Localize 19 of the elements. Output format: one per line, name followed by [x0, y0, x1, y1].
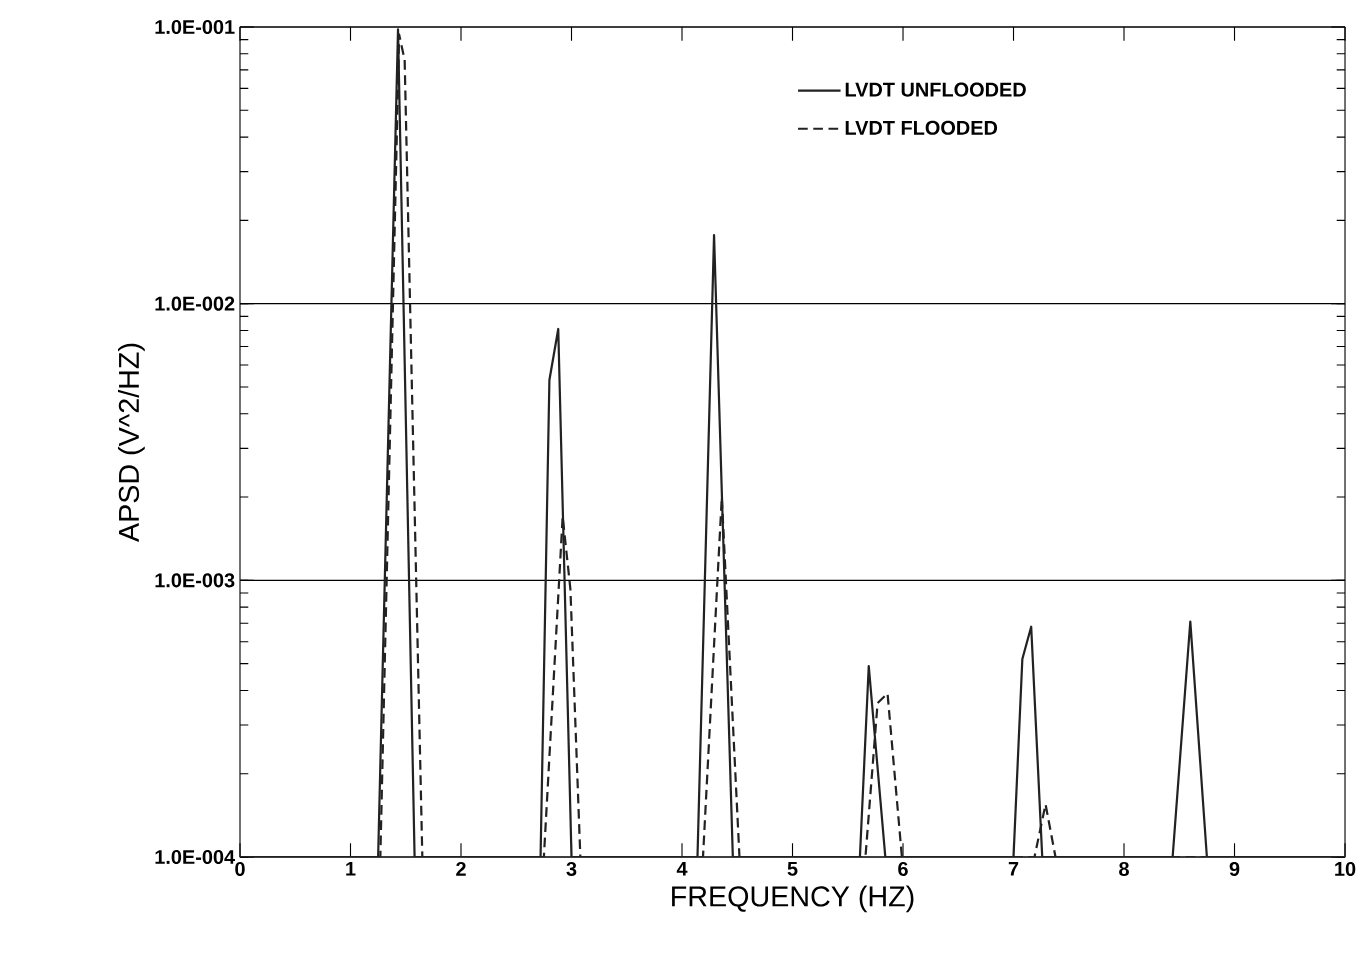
legend-label: LVDT UNFLOODED — [845, 82, 1026, 97]
x-tick-label: 1 — [346, 861, 356, 876]
y-tick-label: 1.0E-002 — [155, 296, 235, 311]
x-tick-label: 6 — [898, 861, 908, 877]
y-tick-label: 1.0E-003 — [155, 573, 235, 588]
legend-label: LVDT FLOODED — [845, 120, 998, 135]
x-tick-label: 9 — [1229, 861, 1240, 877]
y-tick-label: 1.0E-004 — [155, 849, 235, 865]
x-tick-label: 8 — [1119, 861, 1129, 877]
y-axis-title: APSD (V^2/HZ) — [118, 343, 145, 542]
x-tick-label: 0 — [235, 861, 245, 877]
x-tick-label: 5 — [787, 861, 798, 876]
x-tick-label: 2 — [456, 861, 466, 876]
x-tick-label: 7 — [1008, 861, 1019, 876]
x-tick-label: 3 — [566, 861, 577, 877]
x-tick-label: 4 — [676, 861, 688, 876]
y-tick-label: 1.0E-001 — [155, 19, 235, 35]
x-axis-title: FREQUENCY (HZ) — [672, 885, 914, 913]
x-tick-label: 10 — [1335, 861, 1356, 877]
